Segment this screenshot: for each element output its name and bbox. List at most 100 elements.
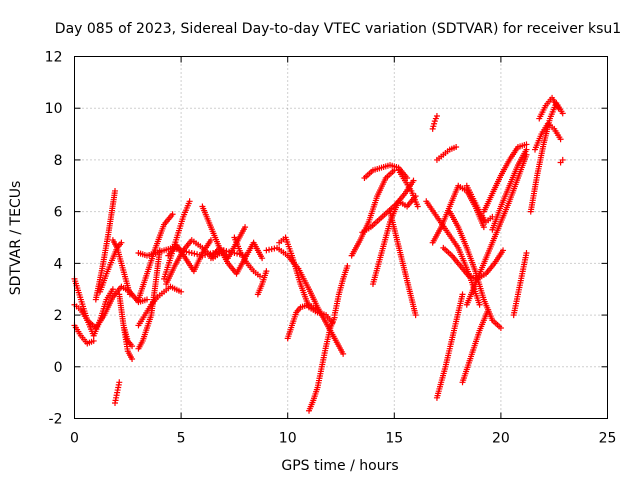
data-point xyxy=(143,296,150,303)
data-point xyxy=(116,379,123,386)
x-tick-label: 15 xyxy=(385,431,403,447)
data-point xyxy=(169,211,176,218)
series-arc-7 xyxy=(112,379,123,406)
data-point xyxy=(559,110,566,117)
series-arc-28 xyxy=(361,162,411,182)
data-point xyxy=(459,291,466,298)
series-arc-40 xyxy=(463,182,496,225)
data-point xyxy=(523,146,530,153)
data-point xyxy=(126,291,133,298)
data-point xyxy=(256,273,263,280)
series-arc-42 xyxy=(480,141,530,215)
series-arc-23 xyxy=(284,301,321,342)
data-point xyxy=(523,250,530,257)
series-arc-48 xyxy=(557,156,566,166)
arc-marker xyxy=(194,251,201,258)
arc-marker xyxy=(234,250,241,257)
data-point xyxy=(112,187,119,194)
y-axis-label: SDTVAR / TECUs xyxy=(8,181,24,296)
series-arc-19 xyxy=(231,234,263,280)
series-arc-29 xyxy=(369,193,419,288)
arc-marker xyxy=(268,246,275,253)
series-arc-41 xyxy=(463,151,530,308)
y-tick-label: 6 xyxy=(54,205,63,221)
series-arc-47 xyxy=(536,94,562,122)
series-arc-18 xyxy=(207,239,266,277)
grid-layer xyxy=(74,56,608,419)
y-tick-label: 12 xyxy=(45,50,63,66)
series-arc-45 xyxy=(527,100,566,215)
x-tick-label: 20 xyxy=(492,431,510,447)
data-point xyxy=(523,141,530,148)
series-arc-39 xyxy=(459,306,492,386)
plot-frame xyxy=(74,56,608,419)
series-arc-6 xyxy=(109,237,133,298)
series-arc-2 xyxy=(71,322,97,347)
y-tick-label: 0 xyxy=(54,360,63,376)
series-arc-43 xyxy=(489,146,530,233)
y-tick-label: 8 xyxy=(54,153,63,169)
x-tick-label: 10 xyxy=(279,431,297,447)
data-point xyxy=(500,247,507,254)
data-point xyxy=(344,262,351,269)
series-arc-3 xyxy=(71,283,150,331)
data-point xyxy=(109,286,116,293)
series-arc-46 xyxy=(532,120,564,153)
series-arc-38 xyxy=(433,291,466,401)
series-arc-4 xyxy=(92,187,119,303)
x-axis-label: GPS time / hours xyxy=(281,458,398,474)
series-arc-25 xyxy=(331,262,351,319)
data-point xyxy=(259,255,266,262)
data-point xyxy=(476,301,483,308)
data-markers xyxy=(71,94,566,414)
series-arc-44 xyxy=(510,250,530,319)
data-point xyxy=(178,288,185,295)
series-arc-33 xyxy=(433,144,460,163)
data-point xyxy=(186,198,193,205)
arc-marker xyxy=(191,250,198,257)
data-point xyxy=(480,224,487,231)
series-arc-13 xyxy=(135,211,176,303)
y-tick-label: 10 xyxy=(45,101,63,117)
data-point xyxy=(497,325,504,331)
series-arc-31 xyxy=(395,167,421,210)
data-point xyxy=(188,250,195,257)
series-arc-11 xyxy=(135,283,185,329)
data-point xyxy=(207,237,214,244)
data-point xyxy=(412,312,419,319)
data-point xyxy=(340,350,347,357)
data-point xyxy=(242,224,249,231)
data-point xyxy=(485,306,492,313)
axes: 0 5 10 15 20 25 -2 0 2 4 6 8 10 12 xyxy=(45,50,617,447)
data-point xyxy=(414,203,421,210)
data-point xyxy=(129,343,136,350)
series-arc-30 xyxy=(387,208,419,319)
data-point xyxy=(118,239,125,246)
arc-marker xyxy=(271,245,278,252)
data-point xyxy=(90,337,97,344)
series-arc-9 xyxy=(120,322,136,350)
series-arc-24 xyxy=(306,314,338,414)
chart-title: Day 085 of 2023, Sidereal Day-to-day VTE… xyxy=(55,21,621,37)
data-point xyxy=(314,306,321,313)
data-point xyxy=(555,105,562,112)
arc-marker xyxy=(186,249,193,256)
data-point xyxy=(559,156,566,163)
y-tick-label: 2 xyxy=(54,308,63,324)
data-point xyxy=(263,268,270,275)
data-point xyxy=(433,112,440,119)
x-tick-label: 25 xyxy=(599,431,617,447)
data-point xyxy=(453,144,460,150)
data-point xyxy=(410,177,417,184)
arc-marker xyxy=(266,246,273,253)
x-tick-label: 0 xyxy=(70,431,79,447)
series-arc-8 xyxy=(116,291,136,363)
data-point xyxy=(557,136,564,143)
y-tick-label: -2 xyxy=(49,412,63,428)
series-arc-32 xyxy=(429,112,440,132)
y-tick-label: 4 xyxy=(54,256,63,272)
series-arc-20 xyxy=(254,268,270,298)
data-point xyxy=(263,247,270,254)
data-point xyxy=(129,356,136,363)
series-arc-14 xyxy=(161,198,193,282)
